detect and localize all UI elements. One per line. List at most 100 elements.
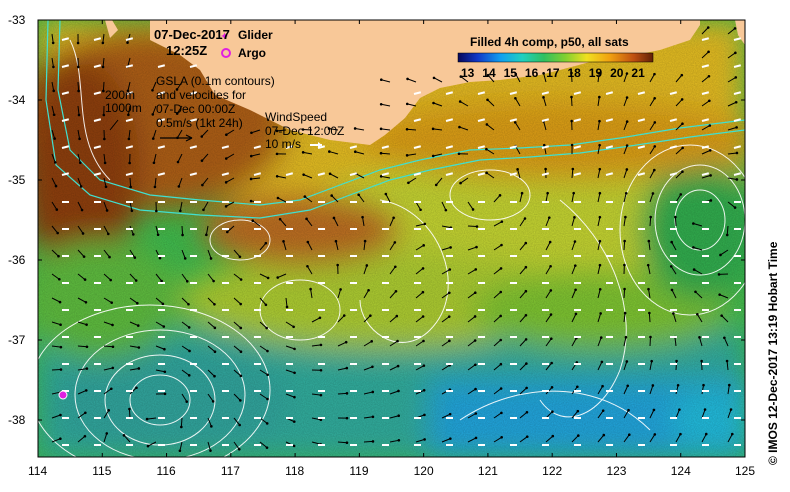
wind-arrow-icon: [381, 172, 390, 176]
velocity-arrow-icon: [77, 412, 86, 419]
velocity-arrowhead: [83, 278, 87, 281]
velocity-arrow-icon: [408, 177, 417, 184]
velocity-arrowhead: [708, 124, 712, 127]
velocity-arrowhead: [104, 185, 108, 189]
wind-arrow-icon: [157, 64, 166, 68]
velocity-arrowhead: [669, 265, 673, 268]
velocity-arrowhead: [213, 302, 216, 306]
velocity-arrowhead: [485, 123, 489, 126]
velocity-arrowhead: [301, 128, 305, 131]
velocity-arrow-icon: [675, 99, 683, 107]
velocity-arrowhead: [459, 181, 462, 185]
velocity-arrowhead: [651, 192, 655, 195]
velocity-arrow-icon: [177, 129, 183, 139]
velocity-arrow-icon: [441, 225, 451, 229]
velocity-arrowhead: [282, 240, 285, 243]
velocity-arrow-icon: [517, 169, 521, 179]
velocity-arrowhead: [319, 343, 323, 347]
velocity-arrowhead: [225, 133, 228, 137]
velocity-arrow-icon: [103, 410, 110, 419]
wind-arrow-icon: [509, 172, 518, 176]
velocity-arrowhead: [101, 41, 105, 45]
velocity-arrow-icon: [276, 129, 287, 132]
velocity-arrowhead: [151, 137, 155, 140]
velocity-arrow-icon: [389, 390, 399, 395]
velocity-arrowhead: [574, 312, 578, 316]
wind-arrow-icon: [61, 64, 70, 68]
velocity-arrow-icon: [696, 314, 703, 323]
velocity-arrowhead: [447, 315, 451, 318]
velocity-arrow-icon: [623, 145, 628, 155]
velocity-arrowhead: [625, 144, 629, 147]
velocity-arrowhead: [405, 102, 409, 106]
velocity-arrow-icon: [259, 441, 268, 449]
velocity-arrowhead: [129, 185, 132, 189]
velocity-arrow-icon: [153, 153, 157, 163]
velocity-arrow-icon: [147, 417, 157, 420]
velocity-arrow-icon: [77, 225, 84, 234]
velocity-arrowhead: [598, 95, 601, 99]
velocity-arrow-icon: [727, 76, 737, 83]
wind-arrow-icon: [541, 172, 550, 176]
velocity-arrow-icon: [51, 438, 61, 443]
velocity-arrowhead: [723, 336, 726, 340]
velocity-arrow-icon: [467, 316, 476, 323]
wind-line-3: 10 m/s: [265, 137, 302, 151]
velocity-arrow-icon: [250, 177, 261, 180]
velocity-arrow-icon: [389, 315, 398, 323]
velocity-arrow-icon: [543, 121, 547, 131]
velocity-arrow-icon: [103, 297, 112, 304]
velocity-arrowhead: [136, 324, 140, 327]
velocity-arrowhead: [734, 100, 738, 104]
velocity-arrow-icon: [648, 289, 651, 299]
velocity-arrow-icon: [727, 152, 737, 155]
velocity-arrow-icon: [519, 411, 528, 419]
velocity-arrow-icon: [571, 289, 577, 299]
velocity-arrowhead: [549, 289, 553, 292]
velocity-arrow-icon: [571, 217, 575, 227]
velocity-arrowhead: [58, 277, 61, 281]
velocity-arrow-icon: [467, 437, 477, 443]
velocity-arrowhead: [371, 440, 375, 443]
velocity-arrow-icon: [699, 337, 703, 347]
velocity-arrowhead: [448, 291, 451, 295]
velocity-arrow-icon: [358, 194, 365, 203]
velocity-arrowhead: [145, 417, 149, 421]
velocity-arrow-icon: [77, 129, 81, 139]
velocity-arrowhead: [264, 303, 268, 307]
velocity-arrow-icon: [727, 201, 736, 208]
velocity-arrowhead: [500, 411, 503, 415]
velocity-arrowhead: [108, 255, 111, 259]
velocity-arrowhead: [396, 339, 399, 343]
velocity-arrow-icon: [329, 173, 339, 179]
velocity-arrow-icon: [435, 177, 443, 186]
wind-arrow-icon: [669, 145, 678, 149]
wind-arrow-icon: [509, 118, 518, 122]
velocity-arrow-icon: [701, 51, 709, 59]
wind-arrow-icon: [125, 118, 134, 122]
velocity-arrowhead: [473, 339, 477, 342]
wind-arrow-icon: [413, 118, 422, 122]
velocity-arrow-icon: [441, 316, 450, 323]
velocity-arrowhead: [278, 217, 282, 221]
velocity-arrow-icon: [329, 151, 339, 155]
velocity-arrowhead: [681, 170, 684, 174]
velocity-arrowhead: [700, 359, 703, 363]
velocity-arrowhead: [332, 216, 336, 220]
velocity-arrow-icon: [51, 33, 54, 43]
velocity-arrow-icon: [415, 244, 424, 251]
wind-arrow-icon: [157, 172, 166, 176]
wind-arrow-icon: [509, 91, 518, 95]
argo-circle-icon: [58, 390, 68, 400]
velocity-arrow-icon: [77, 368, 87, 371]
velocity-arrow-icon: [647, 265, 651, 275]
velocity-arrowhead: [520, 191, 524, 195]
velocity-arrow-icon: [727, 52, 736, 59]
velocity-arrow-icon: [519, 290, 527, 299]
velocity-arrowhead: [334, 239, 338, 243]
colorbar-tick-label: 16: [524, 66, 539, 80]
wind-arrow-icon: [221, 145, 230, 149]
velocity-arrow-icon: [389, 242, 396, 251]
wind-arrow-icon: [669, 172, 678, 176]
velocity-arrow-icon: [337, 315, 345, 323]
